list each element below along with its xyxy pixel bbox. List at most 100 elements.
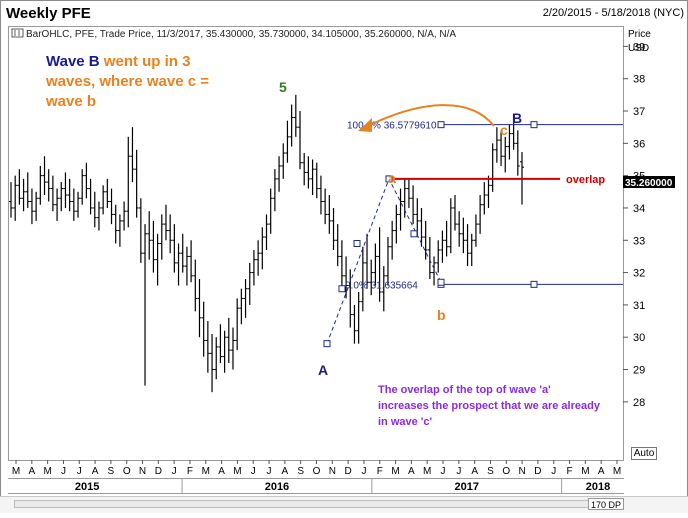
x-year-label: 2017 — [455, 481, 479, 493]
ohlc-bar — [163, 204, 168, 241]
x-month-label: M — [613, 466, 621, 477]
ohlc-bar — [264, 214, 269, 250]
ohlc-bar — [444, 220, 449, 257]
ohlc-bar — [21, 178, 26, 212]
fib-0-handle-mid — [530, 280, 538, 288]
y-tick-label: 29 — [633, 365, 645, 377]
ohlc-bar — [247, 262, 252, 305]
chart-title: Weekly PFE — [6, 5, 91, 22]
ohlc-bar — [302, 153, 307, 186]
ohlc-bar — [507, 123, 512, 160]
x-year-label: 2018 — [586, 481, 610, 493]
ohlc-bar — [310, 159, 315, 196]
time-scrollbar-thumb[interactable] — [14, 500, 622, 508]
fib-0-label: 0.0% 31.635664 — [345, 280, 418, 291]
ohlc-bar — [235, 298, 240, 351]
ohlc-bar — [323, 188, 328, 225]
ohlc-bar — [473, 214, 478, 247]
x-month-label: A — [282, 466, 289, 477]
ohlc-bar — [205, 321, 210, 373]
y-tick-label: 28 — [633, 397, 645, 409]
ohlc-bar — [218, 324, 223, 364]
x-year-label: 2016 — [265, 481, 289, 493]
wave-A-label: A — [318, 362, 328, 378]
ohlc-bar — [34, 191, 39, 221]
ohlc-bar — [461, 217, 466, 254]
ohlc-bar — [268, 188, 273, 234]
legend-line: BarOHLC, PFE, Trade Price, 11/3/2017, 35… — [26, 29, 456, 40]
x-month-label: S — [108, 466, 115, 477]
overlap-label: overlap — [566, 174, 605, 186]
x-month-label: A — [28, 466, 35, 477]
ohlc-bar — [494, 127, 499, 163]
y-tick-label: 39 — [633, 41, 645, 53]
auto-scale-button[interactable]: Auto — [631, 447, 657, 460]
note-line2: increases the prospect that we are alrea… — [378, 400, 601, 412]
legend-icon — [11, 28, 24, 38]
y-tick-label: 37 — [633, 106, 645, 118]
y-tick-label: 34 — [633, 203, 645, 215]
wave-B-label: B — [512, 110, 522, 126]
ohlc-bar — [76, 191, 81, 218]
annotation-arrowhead — [358, 118, 372, 132]
wave-b-annotation-rest: went up in 3 — [100, 53, 191, 70]
ohlc-bar — [230, 327, 235, 370]
ohlc-bar — [71, 188, 76, 221]
ohlc-bar — [499, 130, 504, 166]
wave-b-label: b — [437, 307, 446, 323]
x-month-label: A — [471, 466, 478, 477]
x-month-label: M — [202, 466, 210, 477]
x-month-label: J — [172, 466, 177, 477]
ohlc-bar — [138, 198, 143, 263]
fib-100-handle — [437, 121, 445, 129]
y-axis: 282930313233343536373839 — [623, 41, 645, 409]
x-month-label: M — [581, 466, 589, 477]
ohlc-bar — [88, 178, 93, 215]
x-month-label: J — [441, 466, 446, 477]
ohlc-bar — [151, 220, 156, 273]
ohlc-bar — [50, 175, 55, 212]
ohlc-bar — [469, 233, 474, 267]
ohlc-bar — [344, 256, 349, 299]
ohlc-bar — [427, 237, 432, 280]
ohlc-bar — [134, 149, 139, 218]
ohlc-bar — [17, 169, 22, 205]
ohlc-bar — [109, 188, 114, 225]
ohlc-bar — [130, 127, 135, 183]
wave-b-annotation-line2: waves, where wave c = — [45, 73, 209, 90]
wave-overlays: 100.0% 36.5779610 0.0% 31.635664 overlap 5 A… — [279, 79, 623, 378]
ohlc-bar — [457, 211, 462, 247]
ohlc-bar — [298, 111, 303, 170]
x-month-label: A — [218, 466, 225, 477]
x-month-label: F — [377, 466, 383, 477]
ohlc-bar — [331, 207, 336, 250]
x-month-label: J — [267, 466, 272, 477]
ohlc-bar — [465, 224, 470, 267]
wave-b-annotation-highlight: Wave B — [46, 53, 100, 70]
wave-5-label: 5 — [279, 79, 287, 95]
ohlc-bar — [256, 240, 261, 276]
ohlc-bar — [29, 188, 34, 225]
ohlc-bar — [306, 156, 311, 189]
wave-handle — [353, 240, 361, 247]
wave-handle — [437, 278, 445, 286]
wave-c-label: c — [500, 122, 508, 138]
ohlc-bar — [406, 178, 411, 208]
ohlc-bar — [285, 120, 290, 163]
ohlc-bar — [360, 246, 365, 312]
wave-handle — [323, 340, 331, 348]
x-month-label: J — [551, 466, 556, 477]
ohlc-bar — [314, 162, 319, 199]
ohlc-bar — [423, 220, 428, 260]
ohlc-bar — [390, 220, 395, 260]
fib-100-handle-mid — [530, 121, 538, 129]
ohlc-bar — [189, 240, 194, 283]
ohlc-bar — [176, 243, 181, 286]
ohlc-bar — [243, 279, 248, 318]
last-price-label: 35.260000 — [625, 178, 673, 189]
ohlc-bar — [55, 188, 60, 221]
ohlc-bar — [385, 237, 390, 286]
date-range: 2/20/2015 - 5/18/2018 (NYC) — [543, 7, 684, 19]
